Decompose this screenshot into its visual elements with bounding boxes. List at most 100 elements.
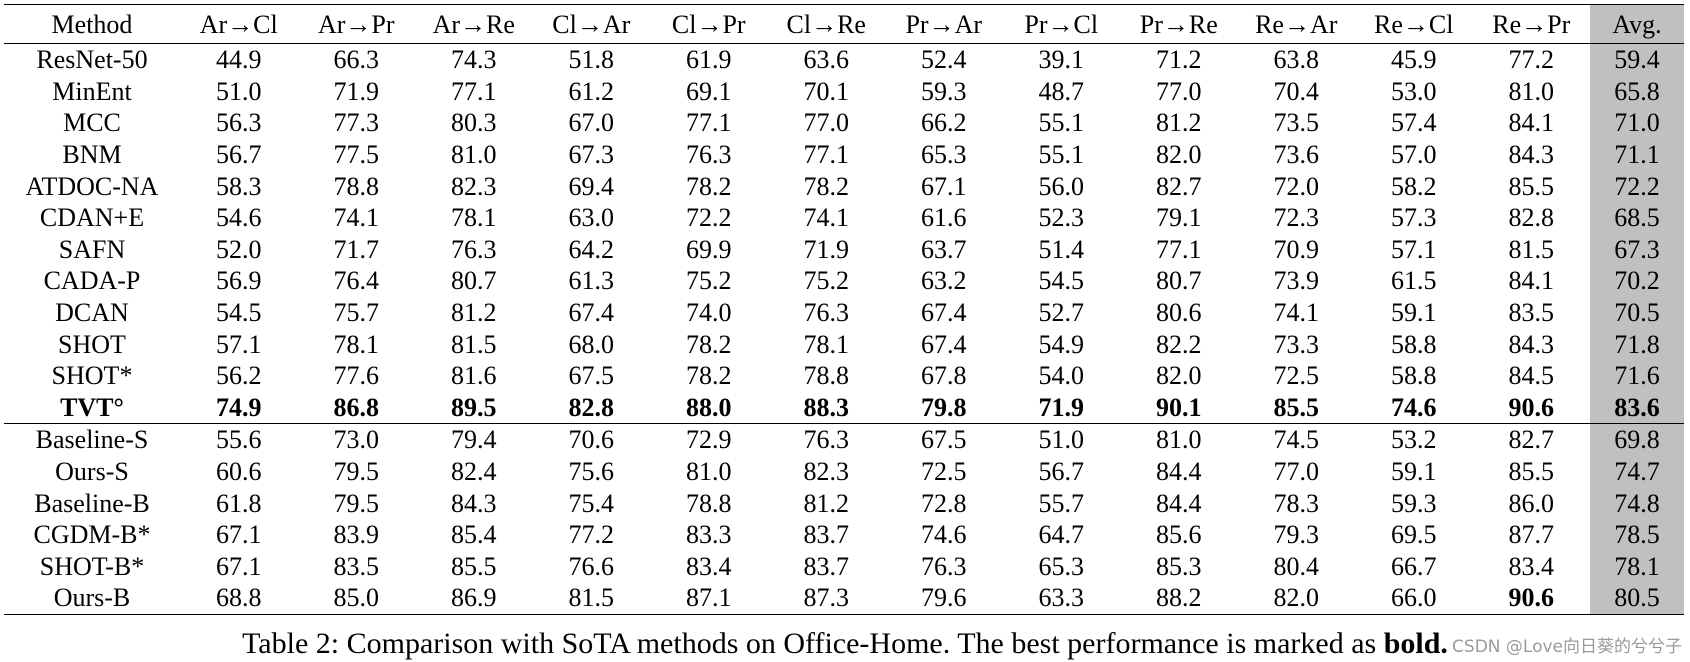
value-cell: 65.3 [1038,551,1085,581]
value-cell: 59.3 [921,76,967,106]
table-row: SAFN 52.0 71.7 76.3 64.2 69.9 71.9 63.7 51.4 77.1… [4,233,1684,266]
value-cell: 59.1 [1391,298,1437,328]
value-cell: 81.6 [451,361,497,391]
caption-text: Table 2: Comparison with SoTA methods on… [242,627,1384,660]
value-cell: 75.6 [568,457,615,487]
value-cell: 65.8 [1590,75,1684,108]
value-cell: 81.5 [451,329,497,359]
value-cell: 59.4 [1590,43,1684,76]
value-cell: 78.2 [686,329,732,359]
value-cell: 84.4 [1156,488,1202,518]
results-table: Method Ar→Cl Ar→Pr Ar→Re Cl→Ar Cl→Pr Cl→Re Pr→A… [4,4,1684,615]
value-cell: 88.0 [650,391,768,425]
value-cell: 45.9 [1391,45,1437,75]
value-cell: 69.8 [1590,423,1684,456]
value-cell: 56.7 [1038,457,1085,487]
column-header: Ar→Cl [180,4,298,44]
value-cell: 74.0 [686,298,732,328]
value-cell: 88.3 [767,391,885,425]
column-header: Pr→Cl [1002,4,1120,44]
value-cell: 68.5 [1590,201,1684,234]
value-cell: 81.2 [451,298,497,328]
table-row: DCAN 54.5 75.7 81.2 67.4 74.0 76.3 67.4 52.7 80.6… [4,296,1684,329]
column-header: Re→Cl [1355,4,1473,44]
value-cell: 78.1 [451,203,497,233]
column-header: Pr→Re [1120,4,1238,44]
value-cell: 56.3 [216,108,262,138]
value-cell: 85.0 [297,582,415,615]
value-cell: 58.8 [1391,329,1437,359]
value-cell: 83.5 [333,551,380,581]
value-cell: 61.5 [1391,266,1437,296]
value-cell: 72.2 [686,203,732,233]
value-cell: 55.6 [216,425,262,455]
value-cell: 73.0 [333,425,380,455]
method-cell: MinEnt [52,76,132,106]
value-cell: 75.2 [803,266,850,296]
value-cell: 79.5 [333,488,380,518]
table-row: Baseline-B 61.8 79.5 84.3 75.4 78.8 81.2 72.8 55… [4,487,1684,519]
value-cell: 57.3 [1391,203,1437,233]
value-cell: 84.1 [1508,108,1555,138]
value-cell: 67.3 [1590,233,1684,266]
column-header: Cl→Pr [650,4,768,44]
value-cell: 58.2 [1391,171,1437,201]
value-cell: 77.0 [803,108,850,138]
value-cell: 63.6 [803,45,850,75]
method-cell: Ours-S [55,457,129,487]
value-cell: 77.6 [333,361,380,391]
value-cell: 81.0 [1508,76,1555,106]
table-row: SHOT-B* 67.1 83.5 85.5 76.6 83.4 83.7 76.3 65.3 8… [4,550,1684,583]
value-cell: 86.0 [1508,488,1555,518]
value-cell: 51.0 [216,76,262,106]
value-cell: 66.2 [921,108,967,138]
value-cell: 59.1 [1391,457,1437,487]
table-row: MCC 56.3 77.3 80.3 67.0 77.1 77.0 66.2 55.1 81.2 7… [4,107,1684,139]
value-cell: 74.1 [1273,298,1320,328]
method-cell: ATDOC-NA [25,171,159,201]
column-header: Pr→Ar [885,4,1003,44]
value-cell: 89.5 [415,391,533,425]
value-cell: 67.1 [216,520,262,550]
value-cell: 78.8 [803,361,850,391]
value-cell: 77.0 [1156,76,1202,106]
value-cell: 70.6 [568,425,615,455]
value-cell: 72.2 [1590,170,1684,202]
value-cell: 71.0 [1590,107,1684,139]
value-cell: 80.3 [451,108,497,138]
value-cell: 52.0 [216,234,262,264]
value-cell: 83.6 [1590,391,1684,425]
value-cell: 61.3 [568,266,615,296]
header-row: Method Ar→Cl Ar→Pr Ar→Re Cl→Ar Cl→Pr Cl→Re Pr→A… [4,4,1684,44]
value-cell: 80.7 [1156,266,1202,296]
value-cell: 81.5 [1508,234,1555,264]
value-cell: 68.8 [180,582,298,615]
value-cell: 66.0 [1355,582,1473,615]
column-header: Cl→Ar [532,4,650,44]
value-cell: 61.2 [568,76,615,106]
value-cell: 75.7 [333,298,380,328]
value-cell: 80.7 [451,266,497,296]
value-cell: 67.5 [921,425,967,455]
value-cell: 57.1 [216,329,262,359]
value-cell: 52.3 [1038,203,1085,233]
value-cell: 56.9 [216,266,262,296]
value-cell: 70.4 [1273,76,1320,106]
value-cell: 53.2 [1391,425,1437,455]
value-cell: 63.3 [1002,582,1120,615]
value-cell: 74.1 [803,203,850,233]
value-cell: 56.0 [1038,171,1085,201]
value-cell: 60.6 [216,457,262,487]
value-cell: 68.0 [568,329,615,359]
value-cell: 64.7 [1038,520,1085,550]
value-cell: 82.0 [1156,140,1202,170]
method-cell: Ours-B [4,582,180,615]
value-cell: 58.8 [1391,361,1437,391]
value-cell: 79.5 [333,457,380,487]
value-cell: 67.5 [568,361,615,391]
value-cell: 54.6 [216,203,262,233]
value-cell: 71.6 [1590,359,1684,392]
value-cell: 83.7 [803,551,850,581]
value-cell: 85.4 [451,520,497,550]
value-cell: 81.5 [532,582,650,615]
